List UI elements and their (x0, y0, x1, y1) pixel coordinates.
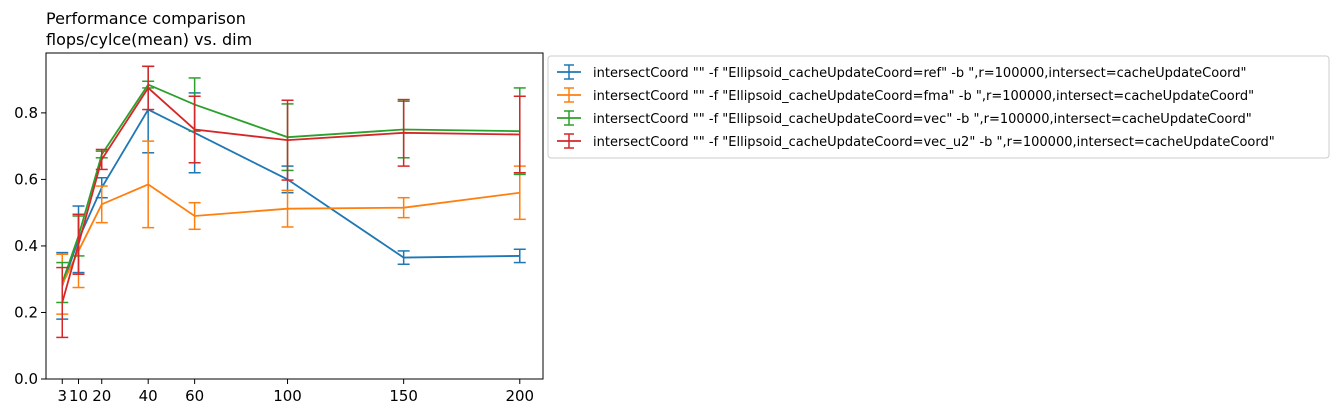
series-line (61, 183, 520, 285)
chart-title-line-1: Performance comparison (46, 9, 246, 28)
legend-entry: intersectCoord "" -f "Ellipsoid_cacheUpd… (557, 64, 1247, 81)
y-axis: 0.0 0.2 0.4 0.6 0.8 (14, 104, 46, 388)
legend: intersectCoord "" -f "Ellipsoid_cacheUpd… (547, 55, 1330, 159)
series-line (61, 83, 520, 283)
x-tick-label: 100 (273, 387, 302, 405)
legend-label: intersectCoord "" -f "Ellipsoid_cacheUpd… (593, 66, 1247, 81)
legend-box (547, 55, 1330, 159)
legend-entry: intersectCoord "" -f "Ellipsoid_cacheUpd… (557, 110, 1252, 127)
legend-label: intersectCoord "" -f "Ellipsoid_cacheUpd… (593, 112, 1252, 127)
series-layer (56, 65, 526, 339)
x-tick-label: 200 (505, 387, 534, 405)
series-line (61, 86, 520, 303)
plot-frame (45, 52, 544, 380)
x-tick-label: 150 (389, 387, 418, 405)
series-4 (56, 65, 526, 339)
y-tick-label: 0.6 (14, 170, 38, 188)
x-tick-label: 40 (139, 387, 158, 405)
x-tick-label: 60 (185, 387, 204, 405)
y-tick-label: 0.8 (14, 104, 38, 122)
legend-label: intersectCoord "" -f "Ellipsoid_cacheUpd… (593, 135, 1275, 150)
y-tick-label: 0.2 (14, 303, 38, 321)
x-tick-label: 3 (57, 387, 67, 405)
legend-entry: intersectCoord "" -f "Ellipsoid_cacheUpd… (557, 87, 1254, 104)
series-line (61, 108, 520, 287)
y-tick-label: 0.4 (14, 237, 38, 255)
x-axis: 3 10 20 40 60 100 150 200 (57, 379, 534, 405)
legend-entry: intersectCoord "" -f "Ellipsoid_cacheUpd… (557, 133, 1275, 150)
chart-title-line-2: flops/cylce(mean) vs. dim (46, 30, 252, 49)
series-2 (56, 140, 526, 315)
legend-label: intersectCoord "" -f "Ellipsoid_cacheUpd… (593, 89, 1254, 104)
x-tick-label: 20 (92, 387, 111, 405)
x-tick-label: 10 (69, 387, 88, 405)
y-tick-label: 0.0 (14, 370, 38, 388)
